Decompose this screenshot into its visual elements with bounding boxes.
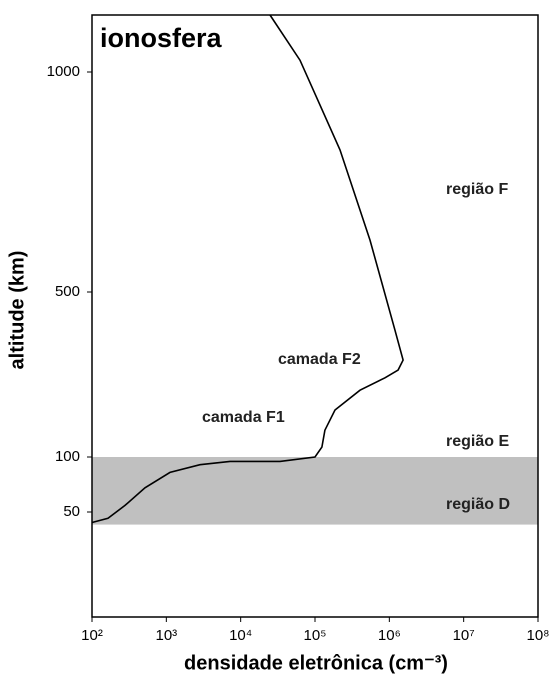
chart-title: ionosfera: [100, 23, 223, 53]
x-tick-label: 10⁴: [229, 627, 252, 644]
annotation: camada F2: [278, 351, 361, 368]
y-tick-label: 500: [55, 283, 80, 300]
profile-line: [91, 14, 404, 524]
shaded-band: [92, 457, 538, 525]
x-tick-label: 10⁶: [378, 627, 401, 644]
x-axis-label: densidade eletrônica (cm⁻³): [184, 652, 448, 674]
y-tick-label: 100: [55, 448, 80, 465]
y-axis-label: altitude (km): [6, 251, 28, 370]
annotation: camada F1: [202, 409, 285, 426]
plot-frame: [91, 14, 539, 618]
x-tick-label: 10⁵: [304, 627, 327, 644]
annotation: região E: [446, 433, 509, 450]
annotation: região F: [446, 181, 508, 198]
x-tick-label: 10⁸: [526, 627, 549, 644]
x-tick-label: 10³: [155, 627, 177, 644]
y-tick-label: 50: [63, 503, 80, 520]
x-tick-label: 10⁷: [453, 627, 475, 644]
x-tick-label: 10²: [81, 627, 103, 644]
annotation: região D: [446, 496, 510, 513]
y-tick-label: 1000: [47, 63, 80, 80]
